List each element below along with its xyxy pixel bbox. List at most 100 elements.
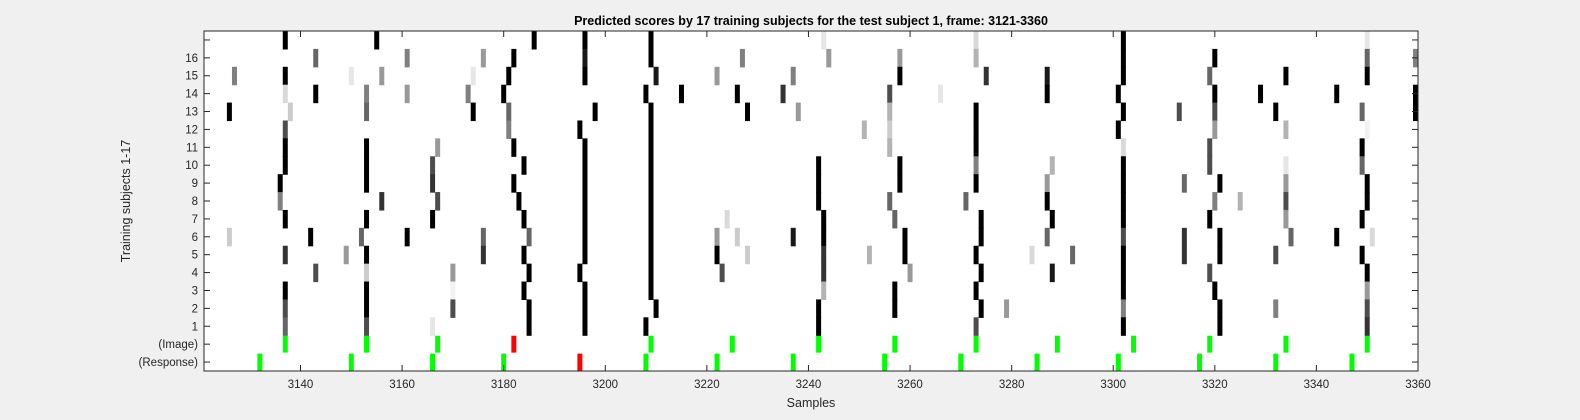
y-tick-label: 14 — [185, 89, 198, 101]
score-mark — [643, 317, 649, 336]
score-mark — [648, 281, 654, 301]
score-mark — [364, 245, 370, 265]
score-mark — [653, 299, 659, 318]
score-mark — [364, 102, 370, 122]
score-mark — [364, 174, 370, 193]
x-tick-label: 3340 — [1304, 379, 1330, 391]
score-mark — [1283, 209, 1289, 229]
y-tick-label: 11 — [186, 142, 198, 154]
score-mark — [973, 281, 979, 301]
score-mark — [526, 227, 532, 247]
score-mark — [887, 120, 893, 139]
score-mark — [1212, 192, 1218, 211]
score-mark — [364, 263, 370, 283]
score-mark — [973, 138, 979, 157]
image-mark — [435, 335, 441, 353]
score-mark — [526, 299, 532, 318]
marks-layer — [226, 31, 1418, 371]
score-mark — [313, 84, 319, 104]
score-mark — [582, 31, 588, 50]
score-mark — [277, 192, 283, 211]
score-mark — [648, 209, 654, 229]
score-mark — [379, 66, 385, 86]
score-mark — [1217, 227, 1223, 247]
score-mark — [907, 263, 913, 283]
x-tick-label: 3140 — [288, 379, 314, 391]
score-mark — [582, 66, 588, 86]
score-mark — [1283, 120, 1289, 139]
score-mark — [313, 263, 319, 283]
score-mark — [1237, 192, 1243, 211]
score-mark — [795, 102, 801, 122]
score-mark — [745, 102, 751, 122]
score-mark — [1283, 66, 1289, 86]
score-mark — [1004, 299, 1010, 318]
x-axis: 3140 3160 3180 3200 3220 3240 3260 3280 3300 3320… — [288, 31, 1431, 391]
score-mark — [648, 102, 654, 122]
score-mark — [1364, 317, 1370, 336]
score-mark — [348, 66, 354, 86]
y-tick-label: 4 — [192, 268, 199, 280]
score-mark — [1283, 156, 1289, 175]
x-tick-label: 3260 — [897, 379, 923, 391]
score-mark — [648, 263, 654, 283]
x-tick-label: 3160 — [389, 379, 415, 391]
y-tick-label: 13 — [185, 107, 198, 119]
score-mark — [978, 299, 984, 318]
score-mark — [1217, 174, 1223, 193]
score-mark — [1217, 299, 1223, 318]
score-mark — [364, 299, 370, 318]
score-mark — [1044, 192, 1050, 211]
score-mark — [404, 227, 410, 247]
score-mark — [582, 245, 588, 265]
y-tick-label: 7 — [192, 214, 198, 226]
score-mark — [1120, 138, 1126, 157]
score-mark — [582, 317, 588, 336]
score-mark — [1364, 263, 1370, 283]
score-mark — [790, 227, 796, 247]
score-mark — [277, 174, 283, 193]
image-mark — [1054, 335, 1060, 353]
score-mark — [577, 120, 583, 139]
score-mark — [973, 120, 979, 139]
score-mark — [364, 209, 370, 229]
score-mark — [480, 48, 486, 68]
score-mark — [577, 263, 583, 283]
score-mark — [897, 156, 903, 175]
score-mark — [892, 281, 898, 301]
y-tick-label: 12 — [185, 124, 198, 136]
x-tick-label: 3220 — [694, 379, 720, 391]
score-mark — [470, 66, 476, 86]
score-mark — [226, 227, 232, 247]
score-mark — [516, 192, 522, 211]
score-mark — [1044, 66, 1050, 86]
score-mark — [902, 245, 908, 265]
score-mark — [582, 299, 588, 318]
image-mark — [648, 335, 654, 353]
score-mark — [1359, 138, 1365, 157]
score-mark — [1212, 48, 1218, 68]
score-mark — [1334, 84, 1340, 104]
response-mark — [958, 353, 964, 371]
score-mark — [734, 84, 740, 104]
response-mark — [430, 353, 436, 371]
score-mark — [1029, 245, 1035, 265]
score-mark — [821, 281, 827, 301]
score-mark — [282, 156, 288, 175]
score-mark — [582, 227, 588, 247]
score-mark — [526, 317, 532, 336]
score-mark — [1120, 31, 1126, 50]
score-mark — [582, 281, 588, 301]
image-mark — [1283, 335, 1289, 353]
score-mark — [1283, 192, 1289, 211]
score-mark — [861, 120, 867, 139]
response-mark — [501, 353, 507, 371]
score-mark — [739, 48, 745, 68]
score-mark — [364, 281, 370, 301]
x-tick-label: 3360 — [1405, 379, 1431, 391]
score-mark — [648, 192, 654, 211]
score-mark — [1217, 245, 1223, 265]
score-mark — [821, 227, 827, 247]
